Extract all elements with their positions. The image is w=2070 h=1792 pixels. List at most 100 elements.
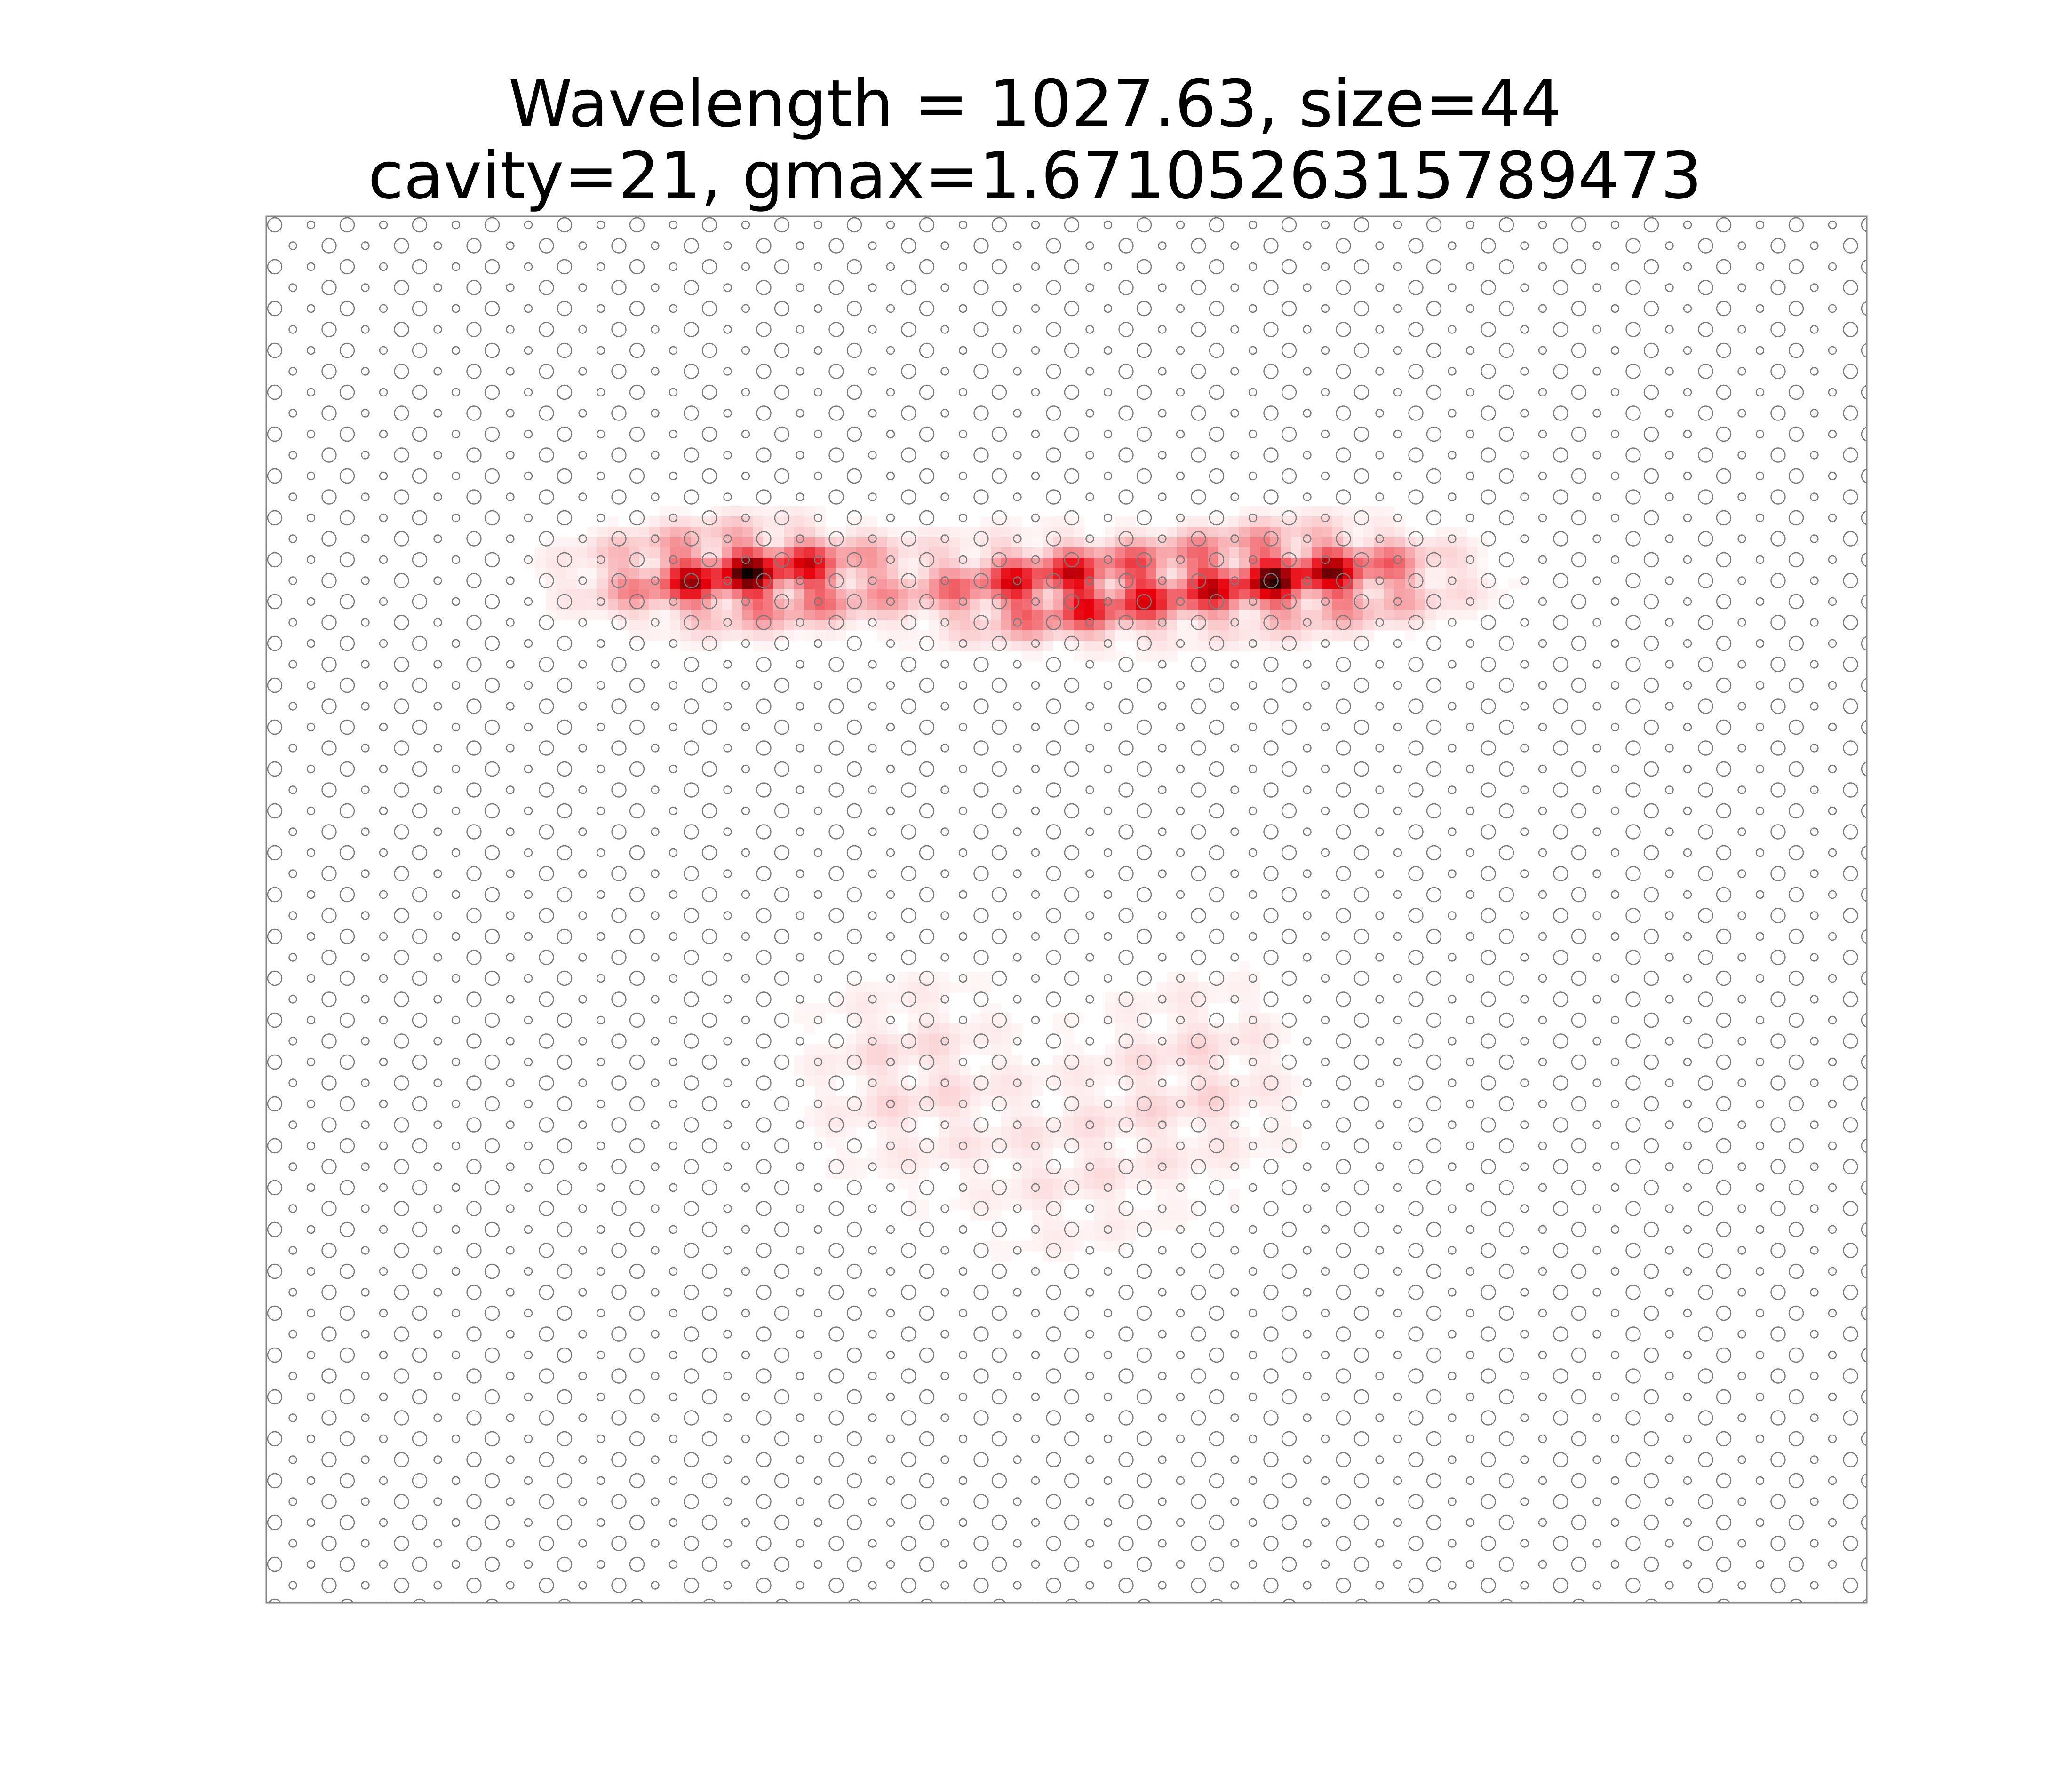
lattice-hole-small [1755, 1476, 1765, 1485]
heatmap-cell [949, 1023, 960, 1034]
heatmap-cell [1146, 1003, 1157, 1014]
lattice-hole-large [919, 426, 935, 442]
heatmap-cell [784, 547, 795, 558]
lattice-hole-small [1158, 785, 1167, 794]
lattice-hole-large [684, 1326, 699, 1342]
heatmap-cell [1136, 1106, 1146, 1117]
lattice-hole-small [1103, 1518, 1113, 1527]
lattice-hole-large [973, 1452, 989, 1467]
lattice-hole-small [1465, 806, 1475, 816]
lattice-hole-small [1448, 576, 1457, 585]
lattice-hole-small [1828, 932, 1837, 941]
heatmap-cell [898, 620, 908, 631]
heatmap-cell [732, 589, 743, 600]
lattice-hole-small [1158, 409, 1167, 418]
heatmap-cell [1022, 589, 1033, 600]
lattice-hole-large [1481, 782, 1496, 798]
lattice-hole-large [1571, 803, 1587, 819]
lattice-hole-small [1465, 1518, 1475, 1527]
heatmap-cell [1032, 537, 1043, 548]
lattice-hole-small [1176, 681, 1185, 690]
lattice-hole-small [433, 241, 442, 250]
heatmap-cell [1001, 589, 1012, 600]
lattice-hole-small [288, 1539, 297, 1548]
heatmap-cell [1270, 516, 1281, 527]
lattice-hole-large [1643, 1138, 1659, 1154]
heatmap-cell [1384, 579, 1395, 589]
lattice-hole-large [901, 1494, 916, 1509]
heatmap-cell [1074, 1106, 1084, 1117]
lattice-hole-large [1191, 573, 1206, 588]
lattice-hole-small [1538, 597, 1547, 606]
lattice-hole-small [868, 827, 877, 836]
lattice-hole-large [1698, 489, 1713, 505]
lattice-hole-large [412, 594, 428, 610]
lattice-hole-small [1230, 451, 1239, 460]
heatmap-cell [929, 1023, 939, 1034]
heatmap-cell [960, 610, 971, 620]
lattice-hole-large [1571, 761, 1587, 777]
heatmap-cell [1001, 1086, 1012, 1096]
lattice-hole-large [828, 1410, 844, 1426]
heatmap-cell [1291, 1086, 1302, 1096]
heatmap-cell [784, 630, 795, 641]
lattice-hole-small [1520, 1539, 1529, 1548]
heatmap-cell [1322, 579, 1333, 589]
lattice-hole-large [1643, 1347, 1659, 1363]
lattice-hole-small [1303, 785, 1312, 794]
lattice-hole-small [1520, 283, 1529, 292]
heatmap-cell [867, 1065, 877, 1076]
lattice-hole-large [1861, 971, 1867, 986]
heatmap-cell [722, 547, 732, 558]
lattice-hole-small [1755, 1308, 1765, 1318]
lattice-hole-small [1810, 1455, 1819, 1464]
heatmap-cell [918, 1086, 929, 1096]
lattice-hole-small [1321, 1518, 1330, 1527]
lattice-hole-small [813, 639, 823, 648]
lattice-hole-large [973, 405, 989, 421]
heatmap-cell [711, 537, 722, 548]
lattice-hole-large [1353, 217, 1369, 233]
lattice-hole-large [1553, 364, 1568, 379]
heatmap-cell [908, 1210, 919, 1221]
lattice-hole-small [379, 1308, 388, 1318]
heatmap-cell [1032, 1106, 1043, 1117]
heatmap-cell [1229, 1168, 1240, 1179]
lattice-hole-large [629, 342, 645, 358]
heatmap-cell [794, 558, 805, 569]
heatmap-cell [701, 527, 712, 538]
heatmap-cell [908, 558, 919, 569]
lattice-hole-large [484, 301, 500, 317]
lattice-hole-large [1426, 217, 1442, 233]
heatmap-cell [763, 506, 774, 517]
heatmap-cell [1167, 568, 1178, 579]
heatmap-cell [784, 506, 795, 517]
lattice-hole-small [651, 1204, 660, 1213]
lattice-hole-large [394, 991, 409, 1007]
lattice-hole-small [1176, 388, 1185, 397]
heatmap-cell [1239, 972, 1250, 983]
heatmap-cell [1467, 537, 1478, 548]
heatmap-cell [566, 589, 577, 600]
heatmap-cell [763, 641, 774, 651]
lattice-hole-small [288, 534, 297, 543]
lattice-hole-small [451, 890, 461, 899]
heatmap-cell [1043, 568, 1053, 579]
lattice-hole-small [1737, 785, 1746, 794]
lattice-hole-large [1861, 1557, 1867, 1572]
lattice-hole-large [828, 740, 844, 756]
lattice-hole-large [1698, 573, 1713, 588]
lattice-hole-small [1683, 555, 1692, 564]
lattice-hole-large [394, 615, 409, 630]
lattice-hole-large [1426, 259, 1442, 275]
lattice-hole-large [1336, 280, 1351, 295]
lattice-hole-large [1118, 950, 1134, 965]
lattice-hole-large [1209, 510, 1225, 526]
lattice-hole-small [1303, 241, 1312, 250]
lattice-hole-small [669, 597, 678, 606]
heatmap-cell [1270, 1055, 1281, 1065]
lattice-hole-small [813, 1183, 823, 1192]
heatmap-cell [680, 516, 691, 527]
lattice-hole-small [723, 785, 732, 794]
lattice-hole-small [451, 1057, 461, 1067]
